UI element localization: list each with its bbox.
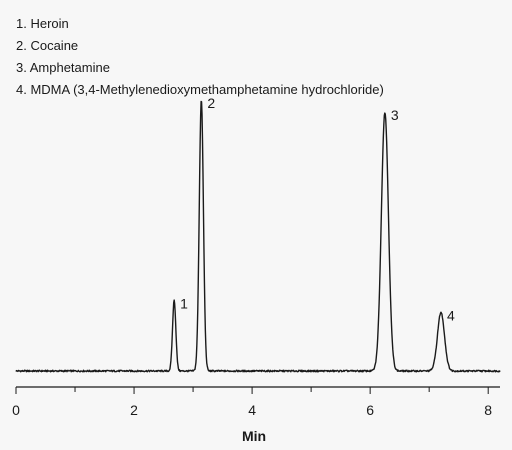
x-tick-label: 2: [130, 402, 138, 418]
x-axis-title: Min: [242, 428, 266, 444]
peak-label: 1: [180, 295, 188, 311]
x-tick-label: 6: [366, 402, 374, 418]
peak-label: 2: [207, 95, 215, 111]
legend-entry-mdma: 4. MDMA (3,4-Methylenedioxymethamphetami…: [16, 82, 384, 97]
peak-label: 4: [447, 307, 455, 323]
x-axis-ticks: 0 2 4 6 8: [12, 387, 492, 418]
peak-labels: 1 2 3 4: [180, 95, 455, 323]
x-tick-label: 8: [484, 402, 492, 418]
legend-entry-heroin: 1. Heroin: [16, 16, 69, 31]
legend-entry-cocaine: 2. Cocaine: [16, 38, 78, 53]
legend-entry-amphetamine: 3. Amphetamine: [16, 60, 110, 75]
x-tick-label: 4: [248, 402, 256, 418]
series-group: [15, 100, 501, 373]
x-tick-label: 0: [12, 402, 20, 418]
chromatogram-trace: [15, 100, 501, 373]
legend: 1. Heroin 2. Cocaine 3. Amphetamine 4. M…: [16, 16, 384, 97]
peak-label: 3: [391, 107, 399, 123]
